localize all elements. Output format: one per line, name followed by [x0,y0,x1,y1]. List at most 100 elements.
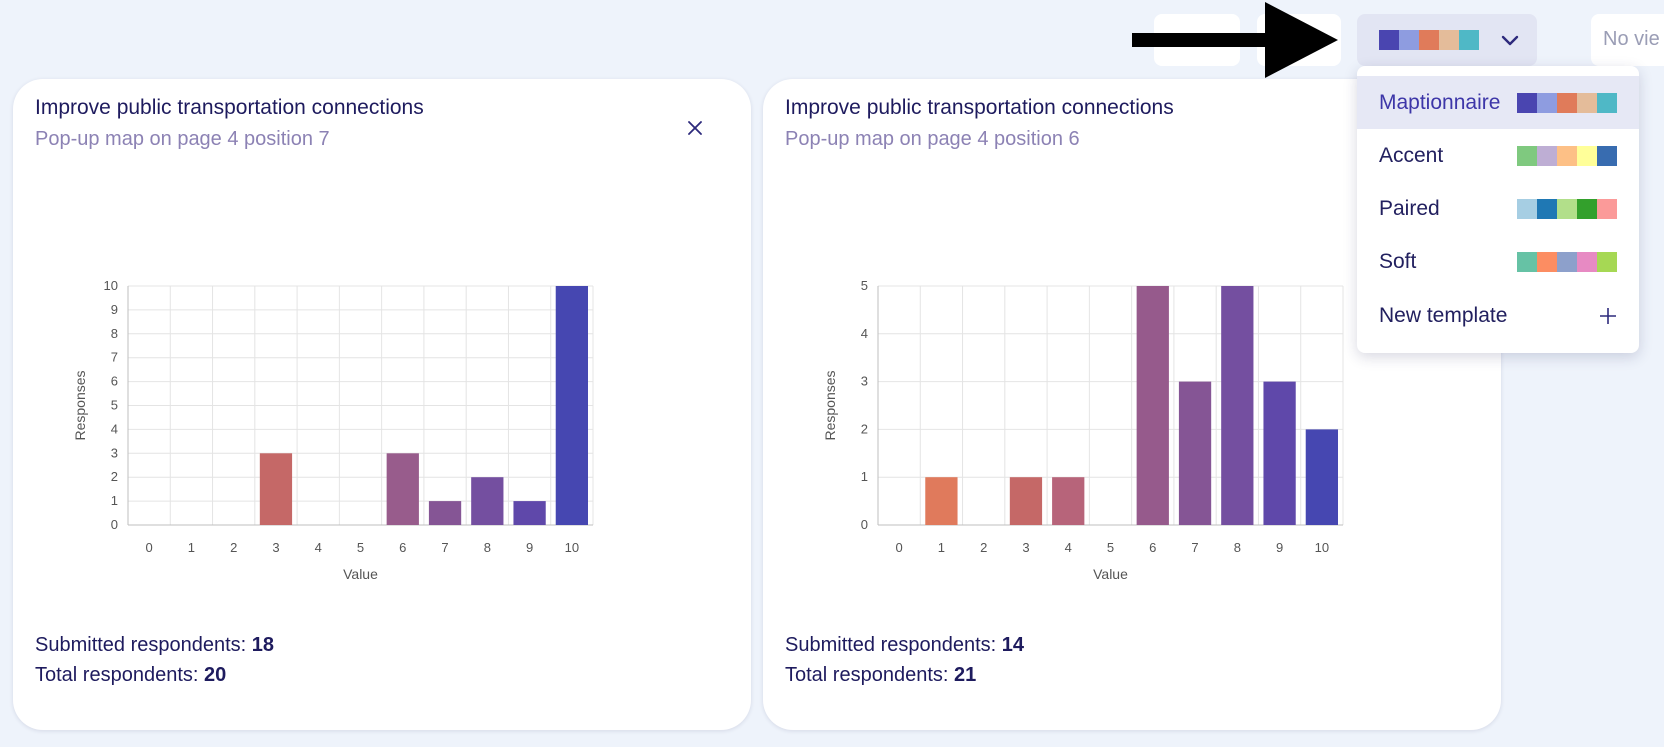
color-swatch [1459,30,1479,50]
y-tick-label: 0 [861,517,868,532]
submitted-label: Submitted respondents: [35,634,252,656]
x-axis-label: Value [343,566,378,582]
y-axis-label: Responses [72,370,88,440]
x-tick-label: 9 [526,540,533,555]
bar [1221,286,1254,525]
x-tick-label: 4 [315,540,322,555]
total-label: Total respondents: [785,664,954,686]
bar [1178,381,1212,525]
y-tick-label: 3 [861,374,868,389]
bar [428,501,462,525]
bar [1052,477,1085,525]
total-label: Total respondents: [35,664,204,686]
y-axis-label: Responses [822,370,838,440]
respondent-stats: Submitted respondents: 18 Total responde… [35,630,274,690]
bar [259,453,293,525]
color-swatch [1577,92,1597,113]
bar [386,453,419,525]
toolbar-button[interactable] [1154,14,1240,66]
menu-item-accent[interactable]: Accent [1357,129,1639,182]
y-tick-label: 1 [111,493,118,508]
palette-dropdown-button[interactable] [1357,14,1537,66]
x-axis-label: Value [1093,566,1128,582]
card-subtitle: Pop-up map on page 4 position 6 [785,128,1080,150]
bar [555,286,588,525]
color-swatch [1597,92,1617,113]
palette-swatches [1379,30,1479,50]
x-tick-label: 4 [1065,540,1072,555]
respondent-stats: Submitted respondents: 14 Total responde… [785,630,1024,690]
submitted-count: 18 [251,634,275,656]
x-tick-label: 2 [980,540,987,555]
color-swatch [1557,198,1577,219]
total-count: 21 [954,664,977,686]
y-tick-label: 7 [111,350,118,365]
color-swatch [1537,251,1557,272]
submitted-label: Submitted respondents: [785,634,1002,656]
menu-item-maptionnaire[interactable]: Maptionnaire [1357,76,1639,129]
x-tick-label: 3 [1022,540,1029,555]
x-tick-label: 8 [484,540,491,555]
y-tick-label: 1 [861,469,868,484]
x-tick-label: 5 [1107,540,1114,555]
view-button[interactable]: No vie [1591,14,1664,66]
bar [1263,381,1296,525]
plus-icon [1600,307,1616,324]
color-swatch [1577,251,1597,272]
color-swatch [1577,145,1597,166]
x-tick-label: 8 [1234,540,1241,555]
y-tick-label: 6 [111,374,118,389]
toolbar-button[interactable] [1257,14,1341,66]
close-icon[interactable] [684,117,706,139]
palette-swatches [1517,145,1617,166]
chart-card: Improve public transportation connection… [763,79,1501,730]
menu-item-label: Paired [1379,196,1440,220]
menu-item-label: Accent [1379,143,1444,167]
y-tick-label: 9 [111,302,118,317]
y-tick-label: 0 [111,517,118,532]
bar-chart: 0 1 2 3 4 5 0 1 2 3 4 5 6 7 8 9 10 Value Responses [822,278,1344,582]
x-tick-label: 0 [896,540,903,555]
color-swatch [1517,198,1537,219]
x-tick-label: 3 [272,540,279,555]
chart-card: Improve public transportation connection… [13,79,751,730]
x-tick-label: 9 [1276,540,1283,555]
menu-item-new-template[interactable]: New template [1357,289,1639,342]
card-subtitle: Pop-up map on page 4 position 7 [35,128,330,150]
color-swatch [1439,30,1459,50]
x-tick-label: 1 [938,540,945,555]
menu-item-label: Soft [1379,249,1417,273]
color-swatch [1517,92,1537,113]
chevron-down-icon [1501,35,1519,46]
bar-chart: 0 1 2 3 4 5 6 7 8 9 10 0 1 2 3 4 5 6 7 8 9 10 Value Responses [72,278,594,582]
y-tick-label: 2 [111,469,118,484]
bar [1009,477,1043,525]
palette-swatches [1517,92,1617,113]
menu-item-soft[interactable]: Soft [1357,235,1639,288]
color-swatch [1597,251,1617,272]
y-tick-label: 10 [104,278,118,293]
color-swatch [1597,145,1617,166]
y-tick-label: 3 [111,445,118,460]
new-template-label: New template [1379,303,1508,327]
bar [1136,286,1169,525]
color-swatch [1399,30,1419,50]
x-tick-label: 6 [399,540,406,555]
palette-menu: Maptionnaire Accent Paired Soft New temp… [1357,66,1639,353]
bar [925,477,958,525]
color-swatch [1379,30,1399,50]
color-swatch [1537,92,1557,113]
x-tick-label: 10 [565,540,579,555]
palette-swatches [1517,198,1617,219]
color-swatch [1577,198,1597,219]
menu-item-label: Maptionnaire [1379,90,1501,114]
x-tick-label: 10 [1315,540,1329,555]
x-tick-label: 5 [357,540,364,555]
bar [471,477,504,525]
x-tick-label: 7 [441,540,448,555]
x-tick-label: 0 [146,540,153,555]
color-swatch [1537,145,1557,166]
color-swatch [1597,198,1617,219]
card-title: Improve public transportation connection… [35,96,424,119]
menu-item-paired[interactable]: Paired [1357,182,1639,235]
